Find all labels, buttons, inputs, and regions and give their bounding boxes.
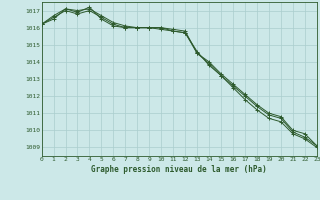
X-axis label: Graphe pression niveau de la mer (hPa): Graphe pression niveau de la mer (hPa) bbox=[91, 165, 267, 174]
